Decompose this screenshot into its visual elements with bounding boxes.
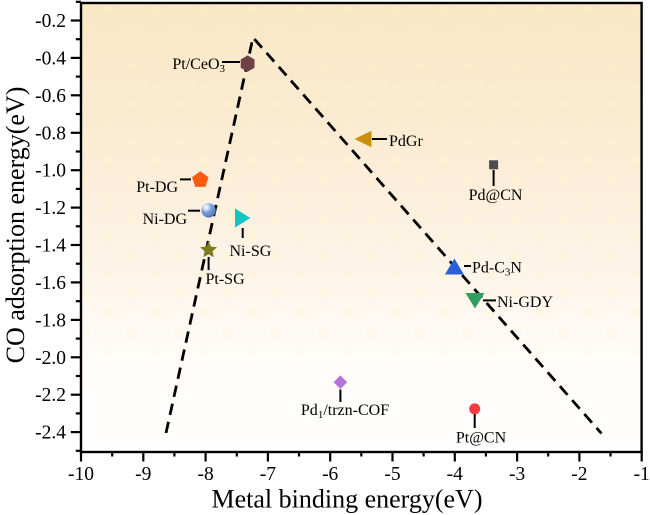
svg-text:-10: -10 [68,464,94,485]
svg-text:Ni-SG: Ni-SG [230,243,272,260]
svg-text:Pt/CeO3: Pt/CeO3 [172,56,225,75]
svg-text:-1.4: -1.4 [35,236,66,257]
svg-text:Pd@CN: Pd@CN [469,187,523,204]
svg-text:-2.4: -2.4 [35,423,66,444]
svg-text:-2: -2 [571,464,587,485]
svg-text:Pt@CN: Pt@CN [456,430,507,447]
svg-text:-8: -8 [197,464,213,485]
svg-text:Pd1/trzn-COF: Pd1/trzn-COF [301,402,389,421]
svg-text:-5: -5 [384,464,400,485]
svg-text:-9: -9 [135,464,151,485]
svg-text:-1.6: -1.6 [35,273,66,294]
svg-text:-4: -4 [447,464,463,485]
svg-text:-2.0: -2.0 [35,348,66,369]
svg-text:-1.8: -1.8 [35,310,66,331]
svg-text:CO adsorption energy(eV): CO adsorption energy(eV) [1,87,30,364]
svg-text:Ni-GDY: Ni-GDY [497,294,553,311]
svg-text:-6: -6 [322,464,338,485]
svg-text:-0.6: -0.6 [35,86,66,107]
svg-text:-1.2: -1.2 [35,198,66,219]
svg-text:Ni-DG: Ni-DG [143,211,188,228]
svg-text:Pt-SG: Pt-SG [206,271,246,288]
svg-text:-2.2: -2.2 [35,385,66,406]
svg-text:-3: -3 [509,464,525,485]
svg-text:-0.8: -0.8 [35,123,66,144]
svg-text:-1: -1 [634,464,650,485]
svg-text:Pt-DG: Pt-DG [136,179,178,196]
svg-text:-7: -7 [260,464,276,485]
svg-text:PdGr: PdGr [389,133,423,150]
svg-text:-0.2: -0.2 [35,11,66,32]
svg-text:Pd-C3N: Pd-C3N [472,260,522,279]
svg-text:-1.0: -1.0 [35,161,66,182]
svg-text:Metal binding energy(eV): Metal binding energy(eV) [212,485,483,514]
svg-text:-0.4: -0.4 [35,48,66,69]
